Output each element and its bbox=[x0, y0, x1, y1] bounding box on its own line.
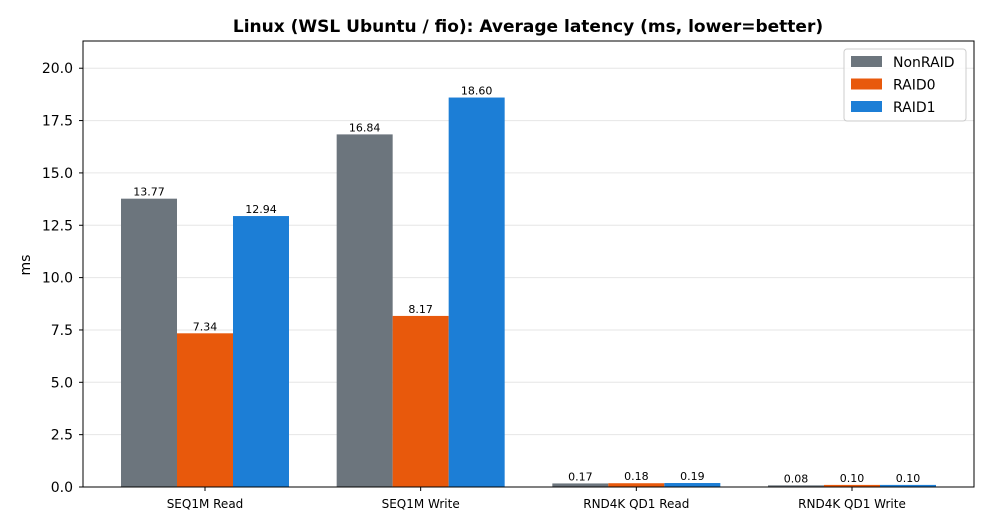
bar-nonraid-3 bbox=[768, 485, 824, 487]
x-axis: SEQ1M Read SEQ1M Write RND4K QD1 Read RND4K… bbox=[167, 487, 906, 511]
y-tick-label: 12.5 bbox=[42, 218, 73, 234]
legend-label-raid0: RAID0 bbox=[893, 78, 936, 94]
bar-raid1-1 bbox=[448, 97, 505, 487]
legend-label-raid1: RAID1 bbox=[893, 100, 936, 116]
bar-nonraid-1 bbox=[336, 134, 393, 487]
chart-title: Linux (WSL Ubuntu / fio): Average latenc… bbox=[233, 17, 823, 37]
data-label: 16.84 bbox=[349, 121, 381, 134]
bar-raid1-2 bbox=[664, 483, 721, 487]
x-tick-label: RND4K QD1 Read bbox=[583, 497, 689, 511]
y-tick-label: 20.0 bbox=[42, 61, 73, 77]
y-axis-label: ms bbox=[18, 255, 34, 276]
bar-raid0-3 bbox=[824, 484, 880, 487]
y-tick-label: 5.0 bbox=[51, 375, 73, 391]
data-label: 0.08 bbox=[784, 472, 809, 485]
bar-raid0-1 bbox=[392, 315, 449, 487]
data-label: 0.17 bbox=[568, 470, 593, 483]
data-label: 18.60 bbox=[461, 85, 493, 98]
bar-raid1-3 bbox=[880, 484, 936, 487]
x-tick-label: SEQ1M Write bbox=[382, 497, 460, 511]
y-tick-label: 2.5 bbox=[51, 428, 73, 444]
y-axis: 0.0 2.5 5.0 7.5 10.0 12.5 15.0 17.5 20.0 bbox=[42, 61, 83, 496]
bar-raid1-0 bbox=[233, 216, 289, 488]
legend-swatch-raid0 bbox=[851, 78, 882, 90]
data-label: 12.94 bbox=[245, 203, 277, 216]
legend-label-nonraid: NonRAID bbox=[893, 55, 955, 71]
y-tick-label: 15.0 bbox=[42, 166, 73, 182]
bars bbox=[121, 97, 936, 488]
y-tick-label: 17.5 bbox=[42, 114, 73, 130]
x-tick-label: RND4K QD1 Write bbox=[798, 497, 906, 511]
plot-frame bbox=[82, 40, 975, 488]
bar-nonraid-2 bbox=[552, 483, 609, 487]
y-tick-label: 0.0 bbox=[51, 480, 73, 496]
y-tick-label: 7.5 bbox=[51, 323, 73, 339]
data-label: 0.10 bbox=[840, 472, 865, 485]
data-label: 13.77 bbox=[133, 186, 165, 199]
y-tick-label: 10.0 bbox=[42, 271, 73, 287]
x-tick-label: SEQ1M Read bbox=[167, 497, 244, 511]
bar-nonraid-0 bbox=[121, 198, 177, 488]
legend-swatch-nonraid bbox=[851, 56, 882, 67]
data-label: 7.34 bbox=[193, 320, 218, 333]
data-label: 8.17 bbox=[408, 303, 433, 316]
bar-raid0-2 bbox=[608, 483, 665, 487]
legend-swatch-raid1 bbox=[851, 101, 882, 112]
data-labels: 13.77 7.34 12.94 16.84 8.17 18.60 0.17 0.18 0.19… bbox=[133, 85, 920, 486]
data-label: 0.19 bbox=[680, 470, 705, 483]
data-label: 0.18 bbox=[624, 470, 649, 483]
data-label: 0.10 bbox=[896, 472, 921, 485]
bar-raid0-0 bbox=[177, 333, 233, 487]
legend: NonRAID RAID0 RAID1 bbox=[843, 48, 967, 122]
